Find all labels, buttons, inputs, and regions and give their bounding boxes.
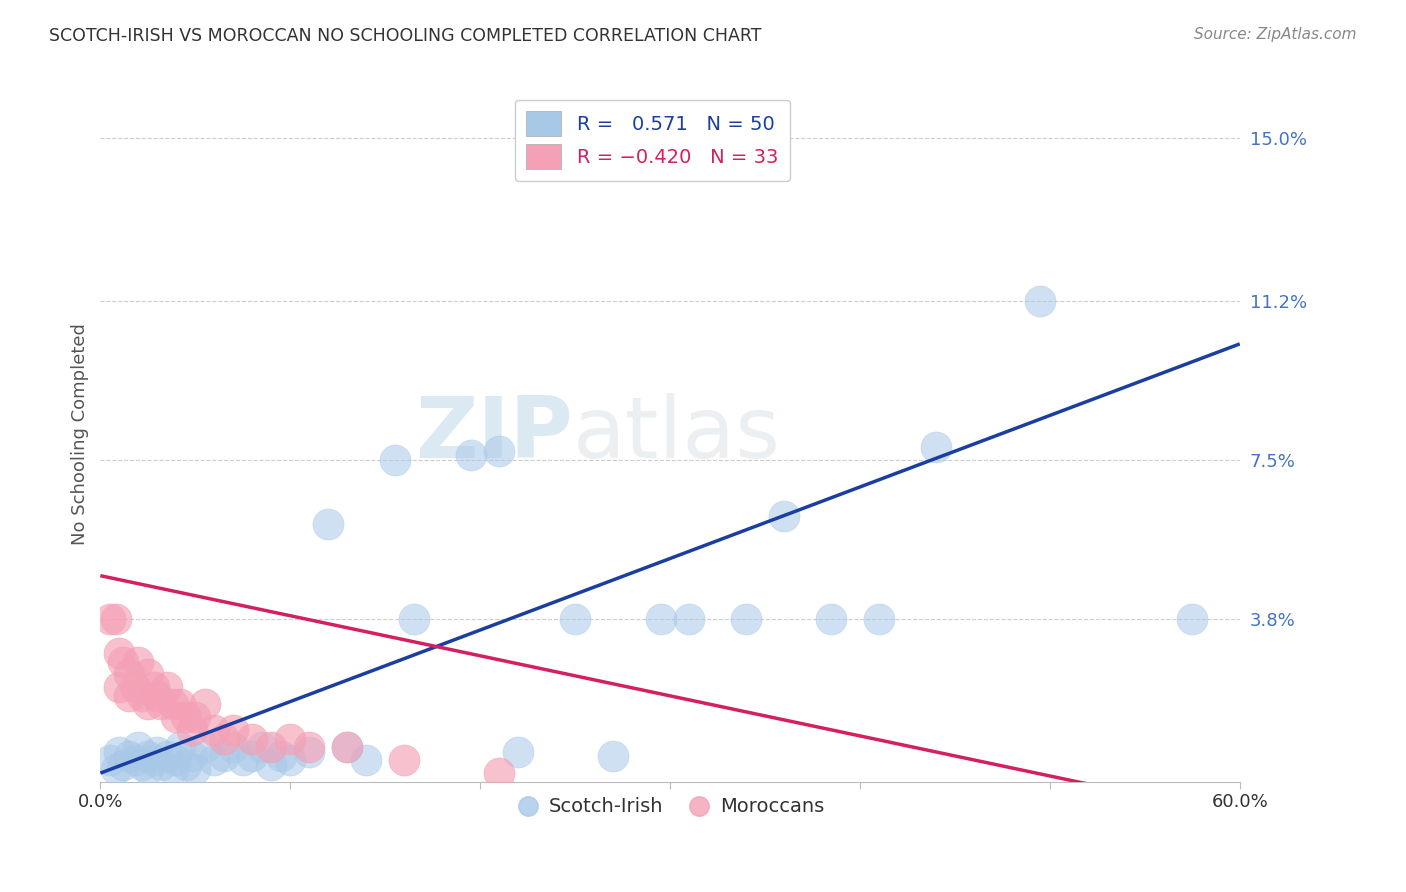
Point xyxy=(336,740,359,755)
Point xyxy=(925,440,948,454)
Point xyxy=(278,753,301,767)
Point xyxy=(156,680,179,694)
Point xyxy=(298,745,321,759)
Point xyxy=(278,731,301,746)
Point xyxy=(212,731,235,746)
Point xyxy=(156,748,179,763)
Point xyxy=(142,680,165,694)
Point xyxy=(222,740,245,755)
Point xyxy=(112,655,135,669)
Point xyxy=(184,762,207,776)
Point xyxy=(104,611,127,625)
Point xyxy=(354,753,377,767)
Point xyxy=(384,452,406,467)
Point xyxy=(136,698,159,712)
Point xyxy=(174,710,197,724)
Point xyxy=(127,740,149,755)
Point xyxy=(169,698,191,712)
Point xyxy=(180,723,202,738)
Point xyxy=(202,723,225,738)
Point xyxy=(460,449,482,463)
Point xyxy=(184,710,207,724)
Point xyxy=(194,740,217,755)
Point xyxy=(488,444,510,458)
Point xyxy=(136,762,159,776)
Point xyxy=(260,740,283,755)
Point xyxy=(165,753,187,767)
Text: SCOTCH-IRISH VS MOROCCAN NO SCHOOLING COMPLETED CORRELATION CHART: SCOTCH-IRISH VS MOROCCAN NO SCHOOLING CO… xyxy=(49,27,762,45)
Point xyxy=(868,611,890,625)
Point xyxy=(150,698,173,712)
Point xyxy=(392,753,415,767)
Point xyxy=(260,757,283,772)
Point xyxy=(316,517,339,532)
Point xyxy=(564,611,586,625)
Point xyxy=(118,748,141,763)
Point xyxy=(773,508,796,523)
Point xyxy=(240,748,263,763)
Point xyxy=(104,762,127,776)
Point xyxy=(108,680,131,694)
Text: atlas: atlas xyxy=(574,392,782,475)
Point xyxy=(212,748,235,763)
Point xyxy=(1181,611,1204,625)
Legend: Scotch-Irish, Moroccans: Scotch-Irish, Moroccans xyxy=(508,789,832,824)
Point xyxy=(194,698,217,712)
Point xyxy=(162,698,184,712)
Point xyxy=(270,748,292,763)
Point xyxy=(232,753,254,767)
Point xyxy=(127,655,149,669)
Point xyxy=(162,762,184,776)
Point xyxy=(98,753,121,767)
Text: Source: ZipAtlas.com: Source: ZipAtlas.com xyxy=(1194,27,1357,42)
Point xyxy=(108,646,131,660)
Point xyxy=(136,748,159,763)
Text: ZIP: ZIP xyxy=(415,392,574,475)
Point xyxy=(112,757,135,772)
Point xyxy=(150,757,173,772)
Point xyxy=(336,740,359,755)
Point xyxy=(118,667,141,681)
Point xyxy=(180,748,202,763)
Point xyxy=(202,753,225,767)
Point xyxy=(124,753,146,767)
Point xyxy=(174,757,197,772)
Point xyxy=(118,689,141,703)
Point xyxy=(298,740,321,755)
Point xyxy=(602,748,624,763)
Point xyxy=(250,740,273,755)
Point xyxy=(240,731,263,746)
Point xyxy=(222,723,245,738)
Point xyxy=(165,710,187,724)
Point xyxy=(131,689,153,703)
Point xyxy=(169,740,191,755)
Y-axis label: No Schooling Completed: No Schooling Completed xyxy=(72,323,89,545)
Point xyxy=(820,611,842,625)
Point xyxy=(488,766,510,780)
Point xyxy=(124,680,146,694)
Point xyxy=(146,689,169,703)
Point xyxy=(108,745,131,759)
Point xyxy=(131,757,153,772)
Point xyxy=(1029,293,1052,308)
Point xyxy=(98,611,121,625)
Point xyxy=(402,611,425,625)
Point xyxy=(136,667,159,681)
Point xyxy=(146,745,169,759)
Point xyxy=(678,611,700,625)
Point xyxy=(650,611,672,625)
Point xyxy=(508,745,530,759)
Point xyxy=(142,753,165,767)
Point xyxy=(735,611,758,625)
